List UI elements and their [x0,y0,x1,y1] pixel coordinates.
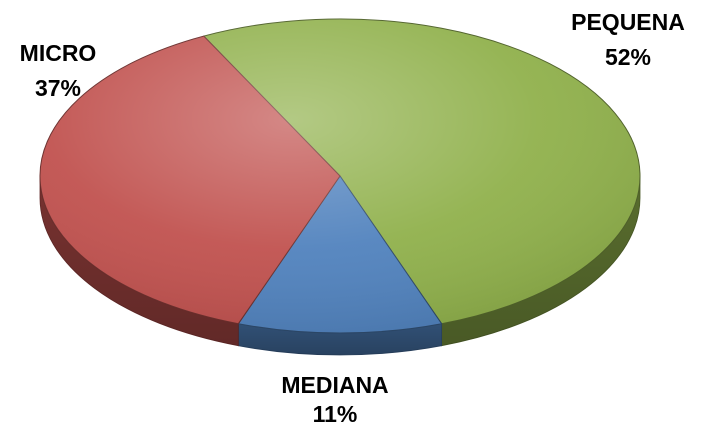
slice-value-pequena: 52% [605,44,651,70]
slice-label-mediana: MEDIANA [281,372,388,398]
slice-label-micro: MICRO [20,40,97,66]
pie-labels: PEQUENA 52% MEDIANA 11% MICRO 37% [20,9,685,427]
pie-side-walls [39,175,641,356]
pie-top-faces [39,18,641,334]
pie-slice-side-shade-micro [40,176,239,346]
slice-value-mediana: 11% [313,401,358,427]
pie-slice-side-shade-pequena [441,176,640,346]
slice-value-micro: 37% [35,75,81,101]
slice-label-pequena: PEQUENA [571,9,685,35]
pie-highlight [40,19,640,333]
pie-slice-side-shade-mediana [238,323,442,355]
